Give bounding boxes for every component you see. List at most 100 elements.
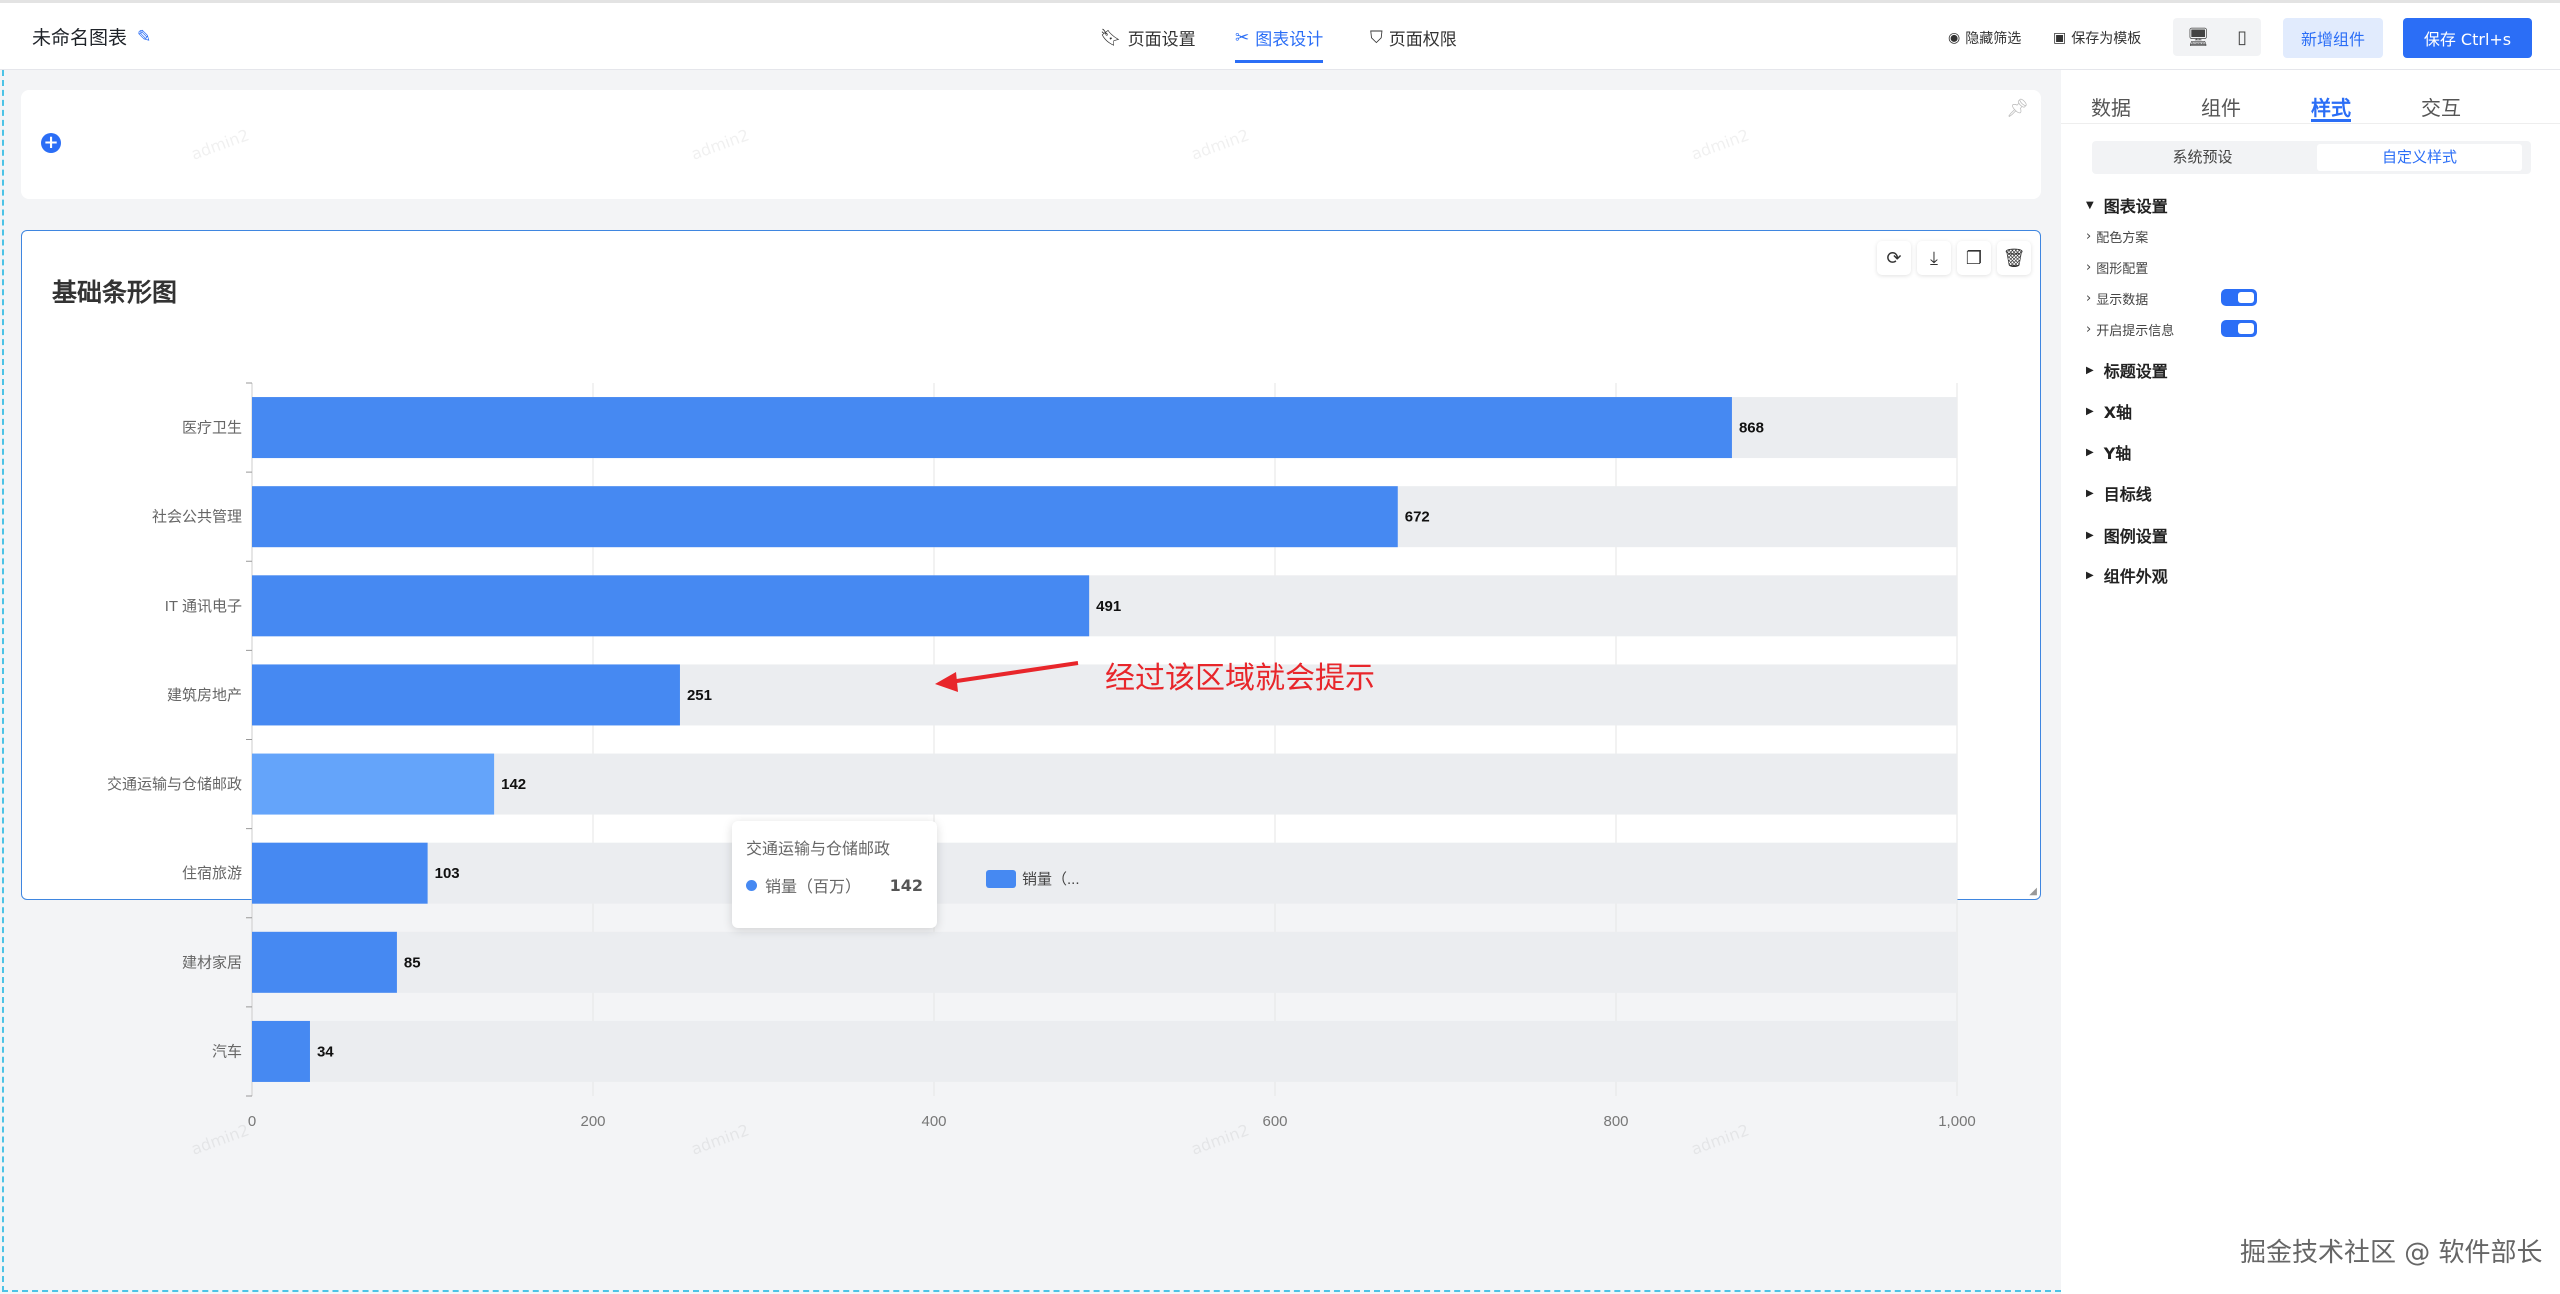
y-category-label: 社会公共管理 <box>152 509 242 526</box>
caret-right-icon: ▶ <box>2086 405 2094 417</box>
legend-label[interactable]: 销量（... <box>1022 871 1080 888</box>
pin-icon[interactable]: 📌︎ <box>2006 98 2029 119</box>
edit-icon[interactable]: ✎ <box>137 26 152 47</box>
top-bar: 未命名图表 ✎ 🔖︎ 页面设置 ✂︎ 图表设计 ⛉ 页面权限 ◉ 隐藏筛选 ▣ 保存为模板… <box>0 0 2560 70</box>
save-button[interactable]: 保存 Ctrl+s <box>2403 18 2532 58</box>
series-dot-icon <box>746 879 757 891</box>
data-label: 85 <box>404 954 421 971</box>
save-template-button[interactable]: ▣ 保存为模板 <box>2053 28 2141 48</box>
section-component-appearance[interactable]: ▶ 组件外观 <box>2086 563 2168 587</box>
panel-tab-interaction[interactable]: 交互 <box>2421 96 2461 120</box>
section-chart-settings[interactable]: ▼ 图表设置 <box>2086 193 2168 217</box>
bar-track <box>252 931 1957 993</box>
copy-icon[interactable]: ❐ <box>1957 241 1991 275</box>
tooltip-toggle[interactable] <box>2221 320 2257 337</box>
section-label: X轴 <box>2103 403 2133 422</box>
design-icon: ✂︎ <box>1235 27 1250 48</box>
section-target-line[interactable]: ▶ 目标线 <box>2086 481 2152 505</box>
refresh-icon[interactable]: ⟳ <box>1877 241 1911 275</box>
section-label: Y轴 <box>2103 444 2132 463</box>
annotation-arrow <box>935 661 1079 692</box>
bar[interactable] <box>252 575 1090 637</box>
hide-filter-label: 隐藏筛选 <box>1965 31 2022 47</box>
bookmark-icon: 🔖︎ <box>1100 27 1122 48</box>
bar-chart: 0 200 400 600 800 1,000 医疗卫生 868 社会公共管理 672 IT 通讯电… <box>107 382 1976 1130</box>
tooltip-value: 142 <box>889 875 923 895</box>
bar[interactable] <box>252 486 1398 548</box>
data-label: 103 <box>435 865 460 882</box>
mobile-icon[interactable]: ▯ <box>2237 26 2248 48</box>
tab-chart-design[interactable]: ✂︎ 图表设计 <box>1235 25 1324 63</box>
section-label: 标题设置 <box>2103 362 2168 381</box>
chart-name: 未命名图表 ✎ <box>32 23 151 50</box>
annotation-text: 经过该区域就会提示 <box>1105 661 1375 696</box>
add-filter-icon[interactable]: + <box>41 133 61 153</box>
style-panel: 数据 组件 样式 交互 系统预设 自定义样式 ▼ 图表设置 › 配色方案 › 图形配置… <box>2061 70 2560 1294</box>
caret-down-icon: ▼ <box>2086 199 2094 211</box>
add-component-button[interactable]: 新增组件 <box>2283 18 2383 58</box>
section-legend-settings[interactable]: ▶ 图例设置 <box>2086 523 2168 547</box>
sub-label: 图形配置 <box>2096 262 2149 277</box>
data-label: 251 <box>687 687 712 704</box>
legend-swatch[interactable] <box>986 870 1016 888</box>
section-title-settings[interactable]: ▶ 标题设置 <box>2086 358 2168 382</box>
tab-page-settings[interactable]: 🔖︎ 页面设置 <box>1100 25 1196 51</box>
y-category-label: IT 通讯电子 <box>165 598 242 615</box>
download-icon[interactable]: ⤓ <box>1917 241 1951 275</box>
bar[interactable] <box>252 664 680 726</box>
bar[interactable] <box>252 1020 310 1082</box>
shield-icon: ⛉ <box>1370 27 1383 48</box>
section-y-axis[interactable]: ▶ Y轴 <box>2086 440 2131 464</box>
section-label: 目标线 <box>2103 485 2152 504</box>
caret-right-icon: ▶ <box>2086 364 2094 376</box>
bar-track <box>252 753 1957 815</box>
caret-right-icon: ▶ <box>2086 487 2094 499</box>
section-x-axis[interactable]: ▶ X轴 <box>2086 399 2132 423</box>
tab-label: 页面权限 <box>1388 30 1457 50</box>
delete-icon[interactable]: 🗑︎ <box>1997 241 2031 275</box>
save-template-label: 保存为模板 <box>2071 31 2142 47</box>
tab-label: 页面设置 <box>1127 30 1196 50</box>
hide-filter-button[interactable]: ◉ 隐藏筛选 <box>1948 28 2021 48</box>
desktop-icon[interactable]: 🖥︎ <box>2186 26 2210 48</box>
panel-tab-style[interactable]: 样式 <box>2311 96 2351 120</box>
panel-tab-component[interactable]: 组件 <box>2201 96 2241 120</box>
sub-show-data[interactable]: › 显示数据 <box>2086 289 2148 308</box>
section-label: 组件外观 <box>2103 567 2168 586</box>
x-tick-label: 200 <box>580 1113 605 1130</box>
bar[interactable] <box>252 931 397 993</box>
chevron-right-icon: › <box>2086 260 2092 275</box>
chevron-right-icon: › <box>2086 291 2092 306</box>
data-label: 491 <box>1096 598 1121 615</box>
sub-color-scheme[interactable]: › 配色方案 <box>2086 227 2148 246</box>
device-switch: 🖥︎ ▯ <box>2173 18 2261 56</box>
caret-right-icon: ▶ <box>2086 529 2094 541</box>
sub-shape-config[interactable]: › 图形配置 <box>2086 258 2148 277</box>
bar[interactable] <box>252 753 495 815</box>
data-label: 868 <box>1739 420 1764 437</box>
resize-handle[interactable]: ◢ <box>2029 886 2037 897</box>
canvas-border-bottom <box>2 1290 2061 1292</box>
chevron-right-icon: › <box>2086 322 2092 337</box>
tooltip-row: 销量（百万） 142 <box>746 873 923 897</box>
tooltip-series: 销量（百万） <box>765 877 862 896</box>
sub-tooltip[interactable]: › 开启提示信息 <box>2086 320 2174 339</box>
chevron-right-icon: › <box>2086 229 2092 244</box>
y-category-label: 住宿旅游 <box>182 865 242 882</box>
x-tick-label: 600 <box>1262 1113 1287 1130</box>
chart-tooltip: 交通运输与仓储邮政 销量（百万） 142 <box>732 821 937 928</box>
show-data-toggle[interactable] <box>2221 289 2257 306</box>
segment-system-preset[interactable]: 系统预设 <box>2172 148 2233 166</box>
tab-label: 图表设计 <box>1255 30 1324 50</box>
segment-custom-style[interactable]: 自定义样式 <box>2317 144 2522 171</box>
x-tick-label: 1,000 <box>1938 1113 1976 1130</box>
tab-page-permission[interactable]: ⛉ 页面权限 <box>1370 25 1457 51</box>
panel-tab-data[interactable]: 数据 <box>2091 96 2131 120</box>
y-category-label: 建筑房地产 <box>167 687 242 704</box>
bar[interactable] <box>252 842 428 904</box>
x-tick-label: 400 <box>921 1113 946 1130</box>
bar[interactable] <box>252 397 1732 459</box>
sub-label: 显示数据 <box>2096 293 2149 308</box>
credit-text: 掘金技术社区 @ 软件部长 <box>2240 1238 2543 1268</box>
bar-track <box>252 842 1957 904</box>
